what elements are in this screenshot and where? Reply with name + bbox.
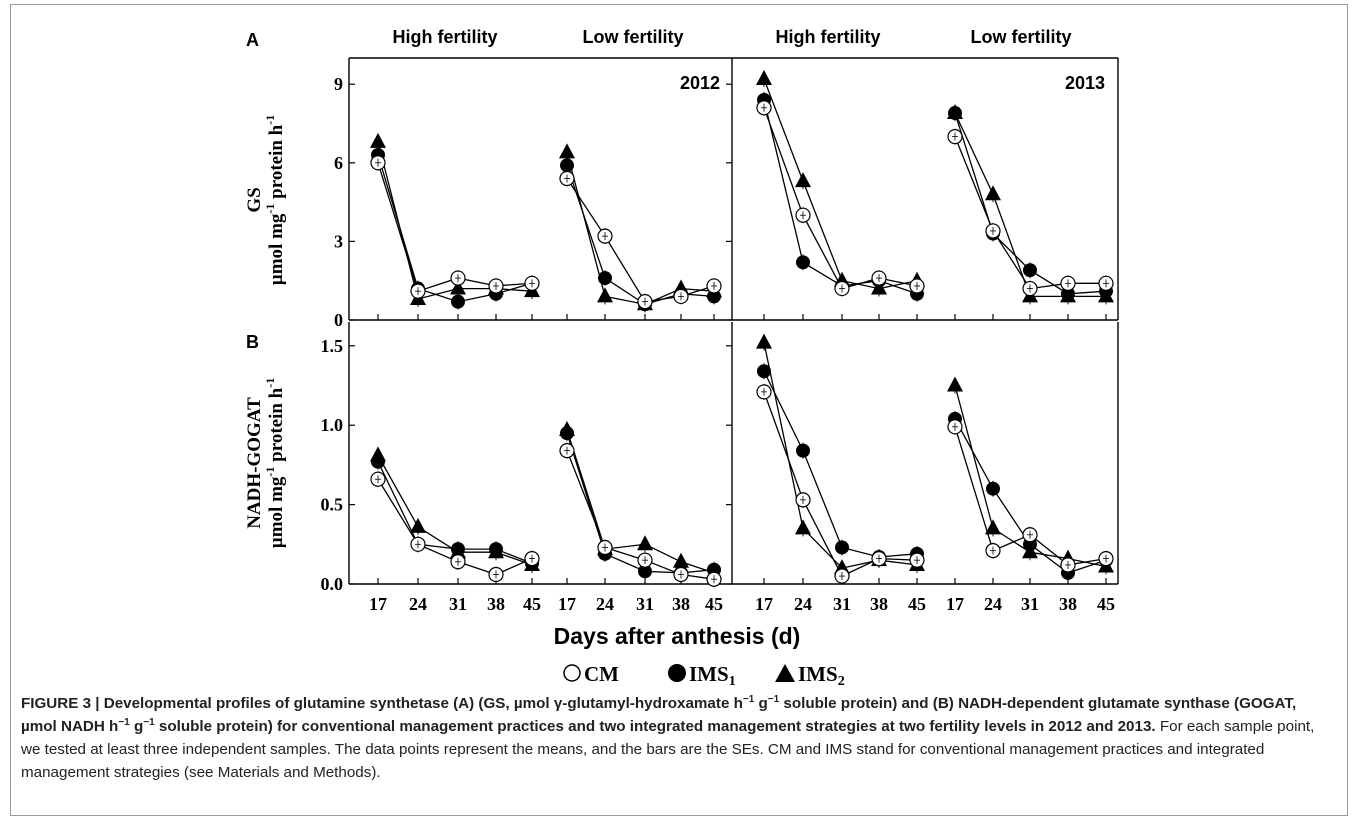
series-line-ims2	[566, 152, 715, 305]
point-ims1	[489, 542, 503, 557]
point-ims2	[756, 69, 772, 85]
point-ims2	[637, 535, 653, 551]
point-ims2	[756, 333, 772, 349]
series-line-cm	[566, 178, 715, 303]
x-tick-label: 24	[984, 594, 1002, 614]
legend-marker-ims1	[668, 664, 686, 682]
figure-chart: A B High fertility Low fertility High fe…	[244, 27, 1119, 689]
point-ims2	[795, 519, 811, 535]
point-ims1	[560, 426, 574, 441]
column-header-3: High fertility	[775, 27, 880, 47]
point-ims1	[371, 454, 385, 469]
y-tick-label-B: 0.5	[321, 495, 344, 515]
point-ims2	[985, 185, 1001, 201]
lines-layer	[377, 78, 1107, 580]
x-axis-title: Days after anthesis (d)	[554, 623, 801, 649]
point-ims2	[673, 552, 689, 568]
y-title-a-line1: GS	[244, 187, 265, 212]
legend-label-ims2: IMS2	[798, 662, 845, 689]
y-tick-label-B: 1.5	[321, 336, 344, 356]
point-ims1	[638, 564, 652, 579]
y-tick-label-A: 0	[334, 310, 343, 330]
point-ims1	[707, 289, 721, 304]
point-ims2	[370, 132, 386, 148]
x-tick-label: 38	[672, 594, 690, 614]
point-ims1	[757, 364, 771, 379]
point-ims1	[451, 542, 465, 557]
point-ims1	[796, 443, 810, 458]
point-ims2	[559, 143, 575, 159]
series-line-ims1	[763, 99, 918, 295]
figure-frame	[10, 4, 1348, 816]
point-ims1	[451, 294, 465, 309]
x-tick-label: 38	[1059, 594, 1077, 614]
point-ims2	[795, 172, 811, 188]
point-ims1	[1061, 286, 1075, 301]
series-line-ims2	[763, 78, 918, 290]
y-tick-label-A: 6	[334, 153, 343, 173]
x-tick-label: 17	[946, 594, 964, 614]
legend-marker-ims2	[775, 664, 795, 682]
series-line-ims1	[566, 433, 715, 574]
x-tick-label: 38	[487, 594, 505, 614]
x-tick-label: 31	[833, 594, 851, 614]
y-tick-label-B: 0.0	[321, 574, 344, 594]
point-ims1	[598, 271, 612, 286]
x-tick-label: 24	[794, 594, 812, 614]
x-tick-label: 45	[523, 594, 541, 614]
x-tick-label: 17	[369, 594, 387, 614]
caption-bold: FIGURE 3 | Developmental profiles of glu…	[21, 693, 1297, 735]
figure-caption: FIGURE 3 | Developmental profiles of glu…	[21, 692, 1331, 784]
legend-label-cm: CM	[584, 662, 619, 686]
year-label-2012: 2012	[680, 73, 720, 93]
x-tick-label: 24	[596, 594, 614, 614]
y-title-b-line2: µmol mg-1 protein h-1	[263, 378, 287, 548]
legend: CM IMS1 IMS2	[563, 662, 845, 689]
panel-label-a: A	[246, 30, 259, 50]
x-tick-label: 45	[908, 594, 926, 614]
column-header-2: Low fertility	[582, 27, 683, 47]
x-tick-label: 31	[449, 594, 467, 614]
year-label-2013: 2013	[1065, 73, 1105, 93]
point-ims1	[560, 158, 574, 173]
y-tick-label-B: 1.0	[321, 415, 344, 435]
x-tick-label: 17	[558, 594, 576, 614]
y-tick-label-A: 9	[334, 74, 343, 94]
column-header-4: Low fertility	[970, 27, 1071, 47]
point-ims1	[1023, 263, 1037, 278]
legend-marker-cm	[563, 664, 581, 682]
caption-rest: For each sample point, we tested at leas…	[21, 718, 1315, 781]
panel-label-b: B	[246, 332, 259, 352]
x-tick-label: 45	[1097, 594, 1115, 614]
x-tick-label: 17	[755, 594, 773, 614]
point-ims2	[450, 279, 466, 295]
column-header-1: High fertility	[392, 27, 497, 47]
point-ims2	[947, 376, 963, 392]
point-ims1	[835, 540, 849, 555]
axes-layer	[348, 57, 1119, 585]
point-ims2	[597, 287, 613, 303]
y-title-b-line1: NADH-GOGAT	[244, 397, 265, 529]
x-tick-label: 38	[870, 594, 888, 614]
point-ims2	[985, 519, 1001, 535]
marks-layer	[370, 69, 1114, 588]
y-axis-title-a: GS µmol mg-1 protein h-1	[244, 115, 287, 285]
point-ims2	[410, 517, 426, 533]
legend-label-ims1: IMS1	[689, 662, 736, 689]
x-tick-label: 31	[636, 594, 654, 614]
point-ims1	[796, 255, 810, 270]
series-line-ims1	[763, 370, 918, 558]
y-title-a-line2: µmol mg-1 protein h-1	[263, 115, 287, 285]
x-tick-label: 31	[1021, 594, 1039, 614]
y-axis-title-b: NADH-GOGAT µmol mg-1 protein h-1	[244, 378, 287, 548]
text-layer: A B High fertility Low fertility High fe…	[244, 27, 1115, 689]
x-tick-label: 45	[705, 594, 723, 614]
point-ims1	[948, 106, 962, 121]
x-tick-label: 24	[409, 594, 427, 614]
y-tick-label-A: 3	[334, 231, 343, 251]
point-ims1	[986, 481, 1000, 496]
